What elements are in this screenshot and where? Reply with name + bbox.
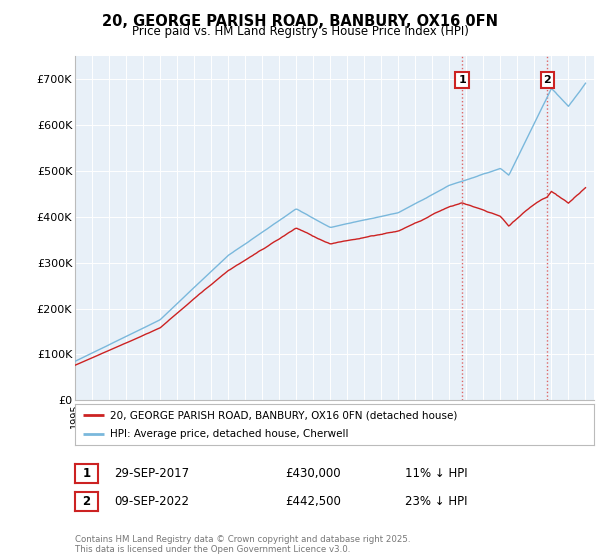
Text: 29-SEP-2017: 29-SEP-2017 — [114, 466, 189, 480]
Text: £430,000: £430,000 — [285, 466, 341, 480]
Text: Contains HM Land Registry data © Crown copyright and database right 2025.
This d: Contains HM Land Registry data © Crown c… — [75, 535, 410, 554]
Text: £442,500: £442,500 — [285, 494, 341, 508]
Text: 20, GEORGE PARISH ROAD, BANBURY, OX16 0FN: 20, GEORGE PARISH ROAD, BANBURY, OX16 0F… — [102, 14, 498, 29]
Text: 2: 2 — [544, 75, 551, 85]
Text: HPI: Average price, detached house, Cherwell: HPI: Average price, detached house, Cher… — [110, 429, 349, 439]
Text: 1: 1 — [82, 466, 91, 480]
Text: 20, GEORGE PARISH ROAD, BANBURY, OX16 0FN (detached house): 20, GEORGE PARISH ROAD, BANBURY, OX16 0F… — [110, 410, 458, 421]
Text: 2: 2 — [82, 494, 91, 508]
Text: 09-SEP-2022: 09-SEP-2022 — [114, 494, 189, 508]
Text: 23% ↓ HPI: 23% ↓ HPI — [405, 494, 467, 508]
Text: 11% ↓ HPI: 11% ↓ HPI — [405, 466, 467, 480]
Text: Price paid vs. HM Land Registry's House Price Index (HPI): Price paid vs. HM Land Registry's House … — [131, 25, 469, 38]
Text: 1: 1 — [458, 75, 466, 85]
